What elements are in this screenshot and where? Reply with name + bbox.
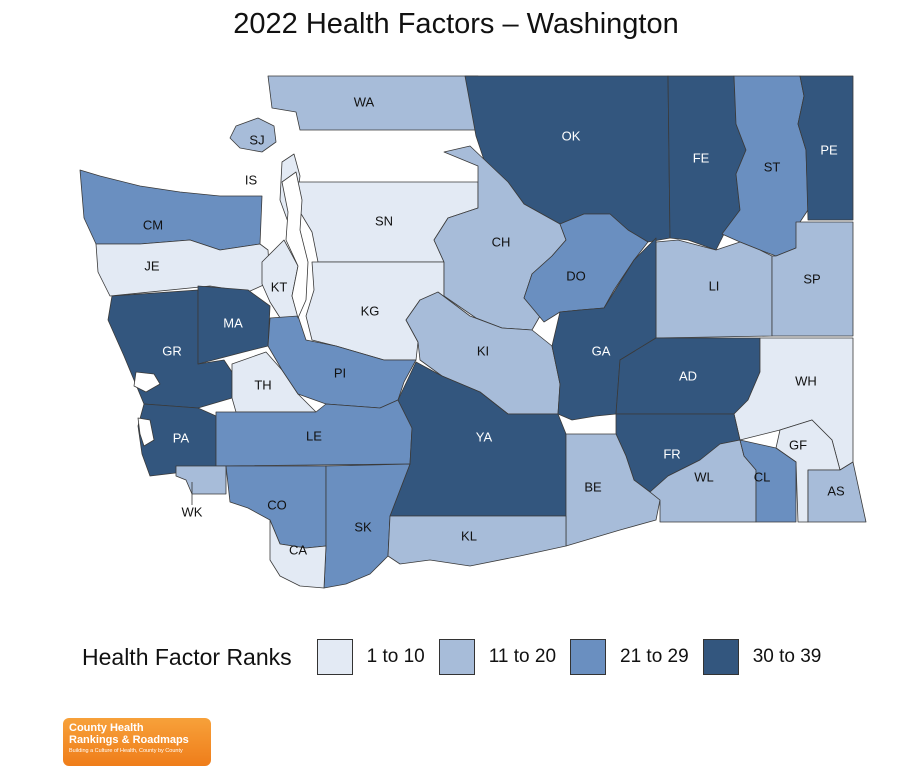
county-label-co: CO [267,497,287,512]
legend-item-3: 21 to 29 [570,639,689,675]
county-label-kt: KT [271,279,288,294]
chrr-logo: County Health Rankings & Roadmaps Buildi… [63,718,211,766]
county-label-cm: CM [143,217,163,232]
county-label-ok: OK [562,128,581,143]
logo-tagline: Building a Culture of Health, County by … [69,748,183,754]
county-wa [267,75,483,131]
county-cl [739,439,797,523]
county-label-gf: GF [789,437,807,452]
legend-swatch-4 [702,639,739,675]
legend-item-4: 30 to 39 [702,639,822,675]
county-ch [433,145,567,331]
county-label-ca: CA [289,542,307,557]
logo-line-2: Rankings & Roadmaps [69,734,189,746]
county-wk [175,465,227,495]
county-label-wa: WA [354,94,375,109]
county-label-pa: PA [173,430,190,445]
water-body-1 [281,171,309,319]
county-pe [797,75,854,221]
legend-label-2: 11 to 20 [488,646,557,667]
county-label-kl: KL [461,528,477,543]
water-body-2 [133,371,161,393]
legend-swatch-1 [316,639,353,675]
legend: Health Factor Ranks 1 to 10 11 to 20 21 … [82,636,835,678]
county-label-st: ST [764,159,781,174]
county-li [655,239,773,339]
county-label-ya: YA [476,429,493,444]
county-label-th: TH [254,377,271,392]
county-label-be: BE [584,479,602,494]
legend-item-2: 11 to 20 [438,639,557,675]
legend-label-4: 30 to 39 [752,646,822,667]
map-title: 2022 Health Factors – Washington [233,8,679,40]
county-as [807,461,867,523]
county-label-pe: PE [820,142,838,157]
county-label-gr: GR [162,343,182,358]
county-label-fr: FR [663,446,680,461]
county-label-sn: SN [375,213,393,228]
legend-label-3: 21 to 29 [620,646,689,667]
legend-swatch-3 [570,639,607,675]
county-kl [387,515,567,567]
county-label-is: IS [245,172,258,187]
county-label-je: JE [144,258,160,273]
water-body-3 [137,417,155,447]
county-label-do: DO [566,268,586,283]
county-label-pi: PI [334,365,346,380]
county-label-wh: WH [795,373,817,388]
county-label-sk: SK [354,519,372,534]
county-label-le: LE [306,428,322,443]
county-label-kg: KG [361,303,380,318]
county-label-as: AS [827,483,845,498]
county-label-ga: GA [592,343,611,358]
county-label-li: LI [709,278,720,293]
county-label-wk: WK [182,504,203,519]
county-label-ad: AD [679,368,697,383]
county-sj [229,117,277,153]
county-label-sj: SJ [249,132,264,147]
county-je [95,239,271,297]
county-th [231,351,317,413]
county-label-ch: CH [492,234,511,249]
county-label-sp: SP [803,271,820,286]
county-label-ma: MA [223,315,243,330]
county-label-ki: KI [477,343,489,358]
logo-line-1: County Health [69,722,144,734]
county-label-wl: WL [694,469,714,484]
county-ca [269,519,327,589]
county-sp [771,221,854,337]
county-label-fe: FE [693,150,710,165]
legend-swatch-2 [438,639,475,675]
legend-item-1: 1 to 10 [316,639,425,675]
county-pi [267,315,417,409]
county-cm [79,169,263,251]
legend-label-1: 1 to 10 [366,646,425,667]
county-label-cl: CL [754,469,771,484]
legend-title: Health Factor Ranks [82,643,292,670]
